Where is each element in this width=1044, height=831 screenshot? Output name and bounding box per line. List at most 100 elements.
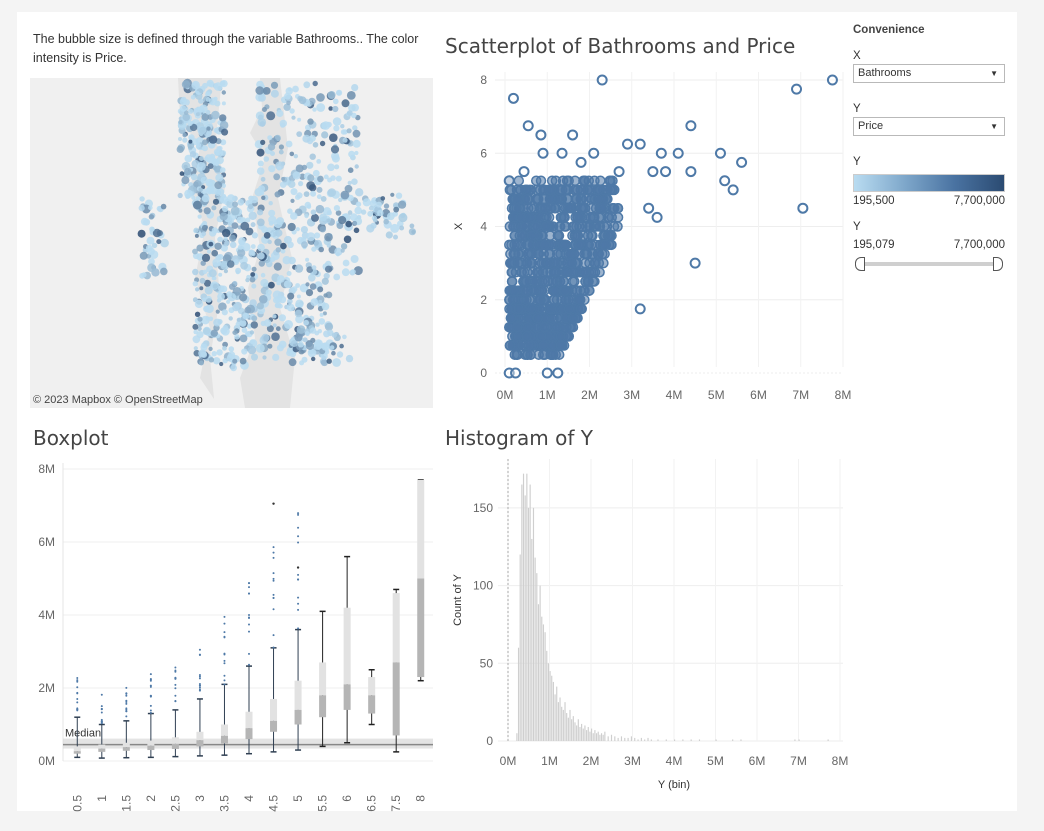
boxplot-x-tick: 2.5 <box>168 795 182 812</box>
scatter-point <box>511 202 522 214</box>
scatter-point <box>559 212 570 223</box>
scatter-point <box>647 166 659 178</box>
scatter-point <box>736 156 748 168</box>
map-view[interactable]: © 2023 Mapbox © OpenStreetMap <box>30 78 433 408</box>
map-dot <box>298 181 304 187</box>
boxplot-outlier <box>297 541 300 544</box>
map-dot <box>299 360 305 366</box>
map-dot <box>321 302 330 311</box>
boxplot-outlier <box>125 699 128 702</box>
scatter-point <box>606 184 617 196</box>
map-dot <box>273 296 280 304</box>
boxplot-outlier <box>272 502 275 505</box>
map-dot <box>205 187 213 195</box>
map-dot <box>208 241 214 247</box>
map-dot <box>212 165 217 170</box>
slider-min-handle[interactable] <box>855 257 865 271</box>
map-dot <box>221 90 226 95</box>
histogram-bar <box>627 737 629 741</box>
map-dot <box>353 266 363 276</box>
map-dot <box>212 276 217 281</box>
map-dot <box>341 99 350 108</box>
map-dot <box>346 128 352 134</box>
y-parameter-dropdown[interactable]: Price ▼ <box>853 117 1005 136</box>
map-dot <box>239 334 248 343</box>
scatter-point <box>518 267 530 278</box>
map-canvas[interactable] <box>30 78 433 408</box>
boxplot-outlier <box>297 573 300 576</box>
map-dot <box>315 322 320 327</box>
scatter-point <box>727 184 739 196</box>
boxplot-outlier <box>223 615 226 618</box>
map-dot <box>316 159 322 164</box>
map-dot <box>310 209 317 215</box>
map-dot <box>303 81 311 89</box>
map-dot <box>383 218 390 225</box>
map-dot <box>320 196 327 202</box>
map-dot <box>196 142 202 148</box>
map-dot <box>260 320 266 327</box>
map-dot <box>352 129 361 138</box>
map-dot <box>321 131 329 139</box>
scatter-point <box>521 331 533 342</box>
scatter-point <box>522 248 533 260</box>
histogram-bar <box>519 554 521 741</box>
histogram-bar <box>798 739 800 741</box>
boxplot-upper-box <box>122 742 130 748</box>
histogram-chart[interactable]: 0 50 100 150 0M 1M 2M 3M 4M 5M 6M 7M 8M Y (bin) Count … <box>445 455 848 800</box>
map-dot <box>184 189 193 199</box>
histogram-bar <box>594 730 596 741</box>
scatter-point <box>599 248 610 260</box>
scatter-point <box>797 202 809 214</box>
map-dot <box>260 176 266 182</box>
legend-heading: Convenience <box>853 24 925 36</box>
boxplot-title: Boxplot <box>33 426 109 450</box>
scatter-chart[interactable]: 0 2 4 6 8 0M 1M 2M 3M 4M 5M 6M 7M 8M X <box>445 62 851 407</box>
map-dot <box>326 243 332 248</box>
map-dot <box>288 358 297 367</box>
map-dot <box>214 181 223 190</box>
x-parameter-dropdown[interactable]: Bathrooms ▼ <box>853 64 1005 83</box>
boxplot-outlier <box>149 673 152 676</box>
boxplot-outlier <box>272 596 275 599</box>
median-band <box>63 738 433 749</box>
map-dot <box>270 81 279 89</box>
map-dot <box>273 262 282 271</box>
histogram-bar <box>527 507 530 741</box>
map-dot <box>354 150 359 156</box>
map-dot <box>327 163 335 172</box>
map-dot <box>352 139 361 148</box>
scatter-point <box>522 193 533 205</box>
scatter-point <box>505 312 517 324</box>
map-attribution[interactable]: © 2023 Mapbox © OpenStreetMap <box>33 394 203 406</box>
map-dot <box>304 213 309 219</box>
boxplot-chart[interactable]: 0M 2M 4M 6M 8M Median 0.5 1 1.5 2 2.5 3 3.5 4 4.5 5 5.5 6… <box>30 455 435 812</box>
scatter-point <box>568 221 580 232</box>
map-dot <box>309 283 317 290</box>
map-dot <box>368 205 374 211</box>
map-dot <box>218 272 223 277</box>
map-dot <box>250 195 259 204</box>
map-dot <box>259 295 268 304</box>
map-dot <box>326 210 332 216</box>
map-dot <box>256 167 265 175</box>
map-dot <box>198 187 203 192</box>
scatter-point <box>535 129 547 141</box>
map-dot <box>203 305 210 313</box>
scatter-point <box>585 212 596 223</box>
histogram-bar <box>564 702 566 741</box>
map-dot <box>148 205 153 211</box>
map-dot <box>206 79 214 87</box>
boxplot-outlier <box>174 666 177 669</box>
boxplot-outlier <box>198 653 201 656</box>
map-dot <box>276 280 282 286</box>
slider-max-handle[interactable] <box>993 257 1003 271</box>
map-dot <box>280 248 286 254</box>
map-dot <box>342 137 348 143</box>
map-dot <box>322 311 327 316</box>
map-dot <box>314 232 321 239</box>
map-dot <box>232 330 238 335</box>
histogram-bar <box>566 713 568 741</box>
range-slider[interactable] <box>853 257 1005 271</box>
map-dot <box>316 342 321 347</box>
